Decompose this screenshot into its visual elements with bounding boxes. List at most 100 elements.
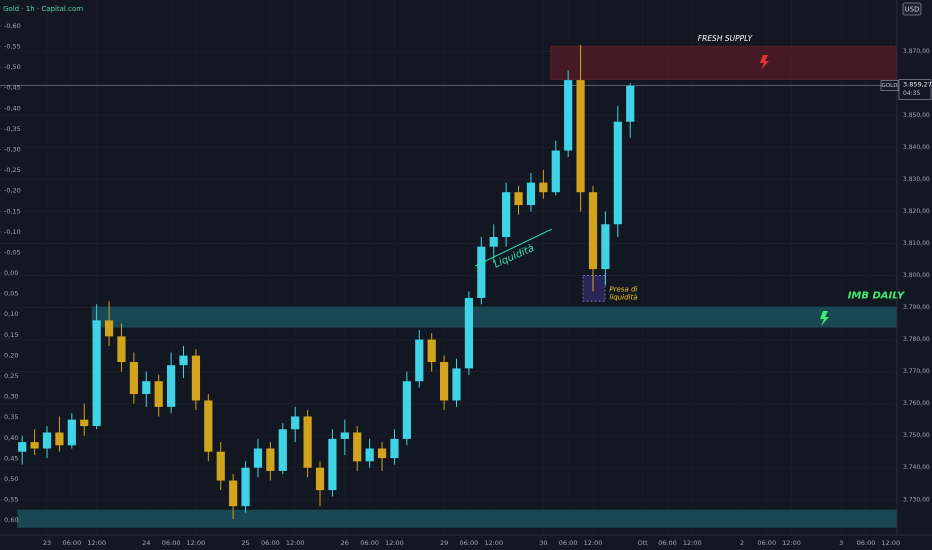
y2-tick-label: -0,05 xyxy=(4,248,21,256)
candle-body xyxy=(253,448,263,468)
candle-body xyxy=(303,416,312,468)
x-tick-label: 2 xyxy=(740,539,744,547)
x-tick-label: 06:00 xyxy=(658,539,677,547)
candle-body xyxy=(439,362,449,401)
y2-tick-label: -0,25 xyxy=(4,166,21,174)
x-tick-label: 12:00 xyxy=(87,539,106,547)
candle-body xyxy=(576,80,585,193)
candle-body xyxy=(216,451,225,481)
candle-body xyxy=(464,297,474,369)
y2-tick-label: 0,60 xyxy=(4,516,18,524)
candle-body xyxy=(328,438,337,491)
y2-tick-label: 0,25 xyxy=(4,372,18,380)
symbol-tag-text: GOLD xyxy=(882,83,898,89)
x-tick-label: 06:00 xyxy=(757,539,776,547)
candle-body xyxy=(129,362,138,395)
y2-tick-label: -0,50 xyxy=(4,63,21,71)
y2-tick-label: 0,45 xyxy=(4,454,18,462)
x-tick-label: 23 xyxy=(43,539,51,547)
x-tick-label: 06:00 xyxy=(162,539,181,547)
liquidity-box xyxy=(582,275,606,302)
candle-body xyxy=(415,339,424,382)
y2-tick-label: 0,30 xyxy=(4,393,18,401)
zone-label: IMB DAILY xyxy=(848,291,906,302)
zone xyxy=(550,45,898,80)
x-tick-label: 06:00 xyxy=(360,539,379,547)
candle-body xyxy=(67,419,76,446)
x-tick-label: 06:00 xyxy=(261,539,280,547)
y-tick-label: 3.850,00 xyxy=(903,112,930,119)
y2-tick-label: -0,35 xyxy=(4,125,21,133)
price-tag-countdown: 04:35 xyxy=(903,90,920,97)
candle-body xyxy=(315,467,325,491)
candle-body xyxy=(241,467,250,507)
candle-body xyxy=(154,381,163,407)
currency-box[interactable] xyxy=(902,2,922,16)
candle-body xyxy=(477,246,486,298)
candle-body xyxy=(278,429,287,471)
x-tick-label: 06:00 xyxy=(62,539,81,547)
candle-body xyxy=(104,320,114,337)
x-tick-label: 12:00 xyxy=(187,539,206,547)
y-tick-label: 3.790,00 xyxy=(903,304,930,311)
candle-body xyxy=(204,400,213,452)
grab-label: Presa di xyxy=(609,286,637,294)
y2-tick-label: 0,40 xyxy=(4,434,18,442)
currency[interactable]: USD xyxy=(905,6,920,14)
zone xyxy=(17,509,897,528)
lightning-icon xyxy=(820,311,829,326)
x-tick-label: 12:00 xyxy=(683,539,702,547)
price-tag-value: 3.859,27 xyxy=(903,81,932,89)
y2-tick-label: 0,50 xyxy=(4,475,18,483)
y2-tick-label: 0,05 xyxy=(4,290,18,298)
candle-body xyxy=(353,432,362,462)
y-tick-label: 3.810,00 xyxy=(903,240,930,247)
candle-body xyxy=(377,448,387,459)
candle-body xyxy=(539,182,548,193)
candle-body xyxy=(626,85,635,122)
candle-body xyxy=(502,192,511,238)
price-tag xyxy=(898,79,932,100)
grab-label: liquidità xyxy=(609,294,637,302)
symbol-tag xyxy=(880,80,899,91)
candle-body xyxy=(266,448,275,471)
y-tick-label: 3.820,00 xyxy=(903,208,930,215)
candle-body xyxy=(80,419,89,427)
y-tick-label: 3.730,00 xyxy=(903,496,930,503)
zone xyxy=(91,306,898,328)
x-tick-label: 12:00 xyxy=(584,539,603,547)
x-tick-label: 30 xyxy=(539,539,547,547)
y2-tick-label: -0,60 xyxy=(4,22,21,30)
y2-tick-label: -0,15 xyxy=(4,207,21,215)
y2-tick-label: -0,40 xyxy=(4,104,21,112)
y2-tick-label: 0,10 xyxy=(4,310,18,318)
candles xyxy=(18,44,635,519)
candle-body xyxy=(551,150,560,193)
candle-body xyxy=(588,192,598,270)
y2-tick-label: 0,55 xyxy=(4,496,18,504)
x-tick-label: Ott xyxy=(638,539,649,547)
y-tick-label: 3.780,00 xyxy=(903,336,930,343)
candle-body xyxy=(191,355,201,401)
y-tick-label: 3.750,00 xyxy=(903,432,930,439)
x-tick-label: 06:00 xyxy=(559,539,578,547)
candle-body xyxy=(526,182,536,206)
candle-body xyxy=(167,365,176,407)
candle-body xyxy=(42,432,52,449)
candle-body xyxy=(229,480,238,507)
x-tick-label: 06:00 xyxy=(460,539,479,547)
candle-body xyxy=(291,416,300,430)
y2-tick-label: -0,45 xyxy=(4,84,21,92)
y2-tick-label: -0,55 xyxy=(4,43,21,51)
lightning-icon xyxy=(760,55,769,70)
candle-body xyxy=(427,339,436,363)
y2-tick-label: 0,20 xyxy=(4,351,18,359)
candle-body xyxy=(514,192,523,206)
candle-body xyxy=(92,320,101,427)
candle-body xyxy=(18,442,27,452)
zones xyxy=(0,45,898,528)
y2-tick-label: 0,15 xyxy=(4,331,18,339)
candle-body xyxy=(613,121,622,225)
